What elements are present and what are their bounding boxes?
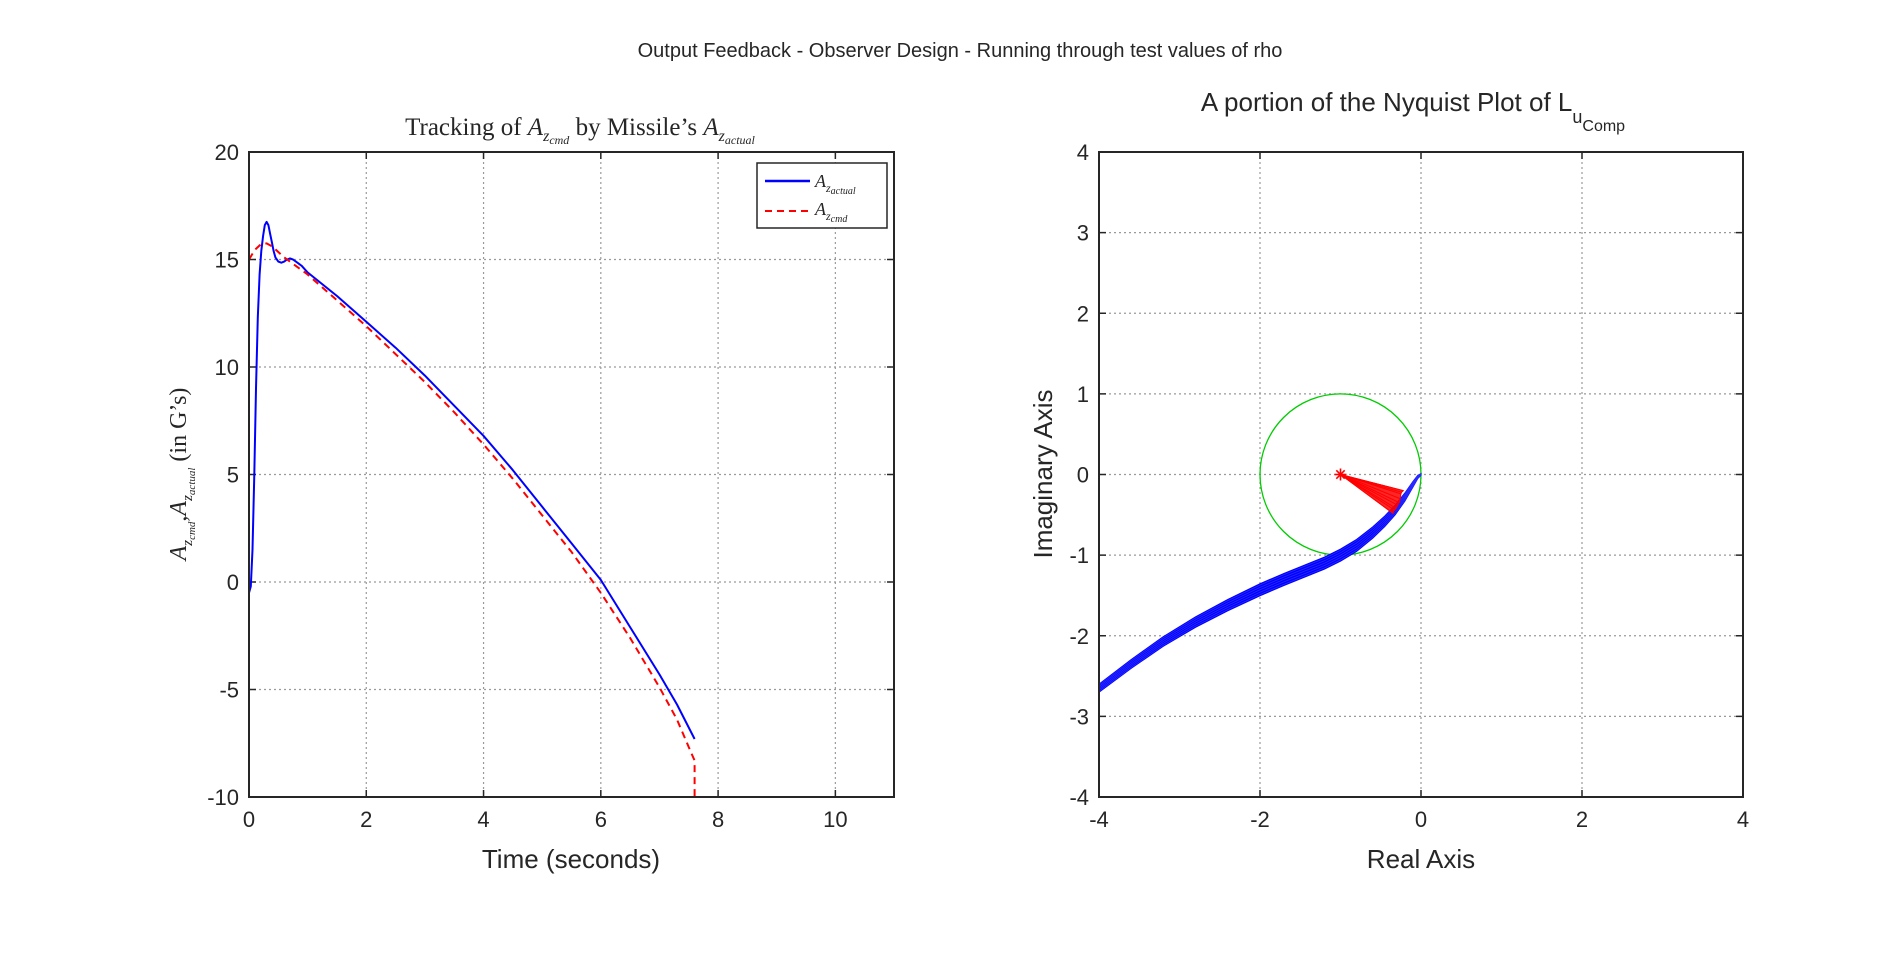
nyquist-curve: [1098, 474, 1422, 689]
left-xtick-label: 10: [823, 807, 847, 832]
right-ytick-label: -1: [1069, 543, 1089, 568]
left-legend: Azactual Azcmd: [756, 162, 888, 229]
legend-actual-label: Azactual: [814, 171, 856, 197]
left-ytick-label: 15: [215, 248, 239, 273]
crossover-line: [1340, 474, 1400, 504]
crossover-line: [1340, 474, 1397, 509]
right-axes-box: [1098, 151, 1744, 798]
left-ytick-label: 20: [215, 140, 239, 165]
left-xtick-label: 6: [595, 807, 607, 832]
left-ytick-label: -5: [219, 678, 239, 703]
right-xtick-label: 4: [1737, 807, 1749, 832]
right-xtick-label: -4: [1089, 807, 1109, 832]
series-az-cmd-line: [248, 242, 696, 797]
left-ytick-label: 10: [215, 355, 239, 380]
nyquist-curve: [1098, 473, 1422, 687]
left-ytick-label: 5: [227, 463, 239, 488]
left-ylabel: Azcmd,Azactual (in G’s): [166, 388, 198, 563]
left-grid: [248, 151, 894, 798]
right-ytick-label: -4: [1069, 785, 1089, 810]
right-chart-title: A portion of the Nyquist Plot of LuComp: [1201, 87, 1625, 135]
nyquist-curve: [1098, 473, 1422, 686]
nyquist-curve: [1098, 474, 1422, 691]
left-axes-box: [248, 151, 895, 798]
critical-point-stroke: [1335, 469, 1346, 480]
right-ytick-label: 1: [1077, 382, 1089, 407]
left-xtick-label: 4: [477, 807, 489, 832]
right-ytick-label: -3: [1069, 704, 1089, 729]
left-xtick-label: 8: [712, 807, 724, 832]
nyquist-curve: [1098, 474, 1422, 692]
left-xlabel: Time (seconds): [482, 844, 660, 874]
left-ytick-label: -10: [207, 785, 239, 810]
right-xtick-label: 0: [1415, 807, 1427, 832]
crossover-line: [1340, 474, 1401, 500]
right-xtick-label: -2: [1250, 807, 1270, 832]
left-series: [248, 220, 696, 797]
right-ytick-label: -2: [1069, 624, 1089, 649]
right-ytick-label: 3: [1077, 221, 1089, 246]
right-ylabel: Imaginary Axis: [1028, 389, 1058, 558]
left-chart-title: Tracking of Azcmd by Missile’s Azactual: [405, 114, 755, 147]
right-chart: A portion of the Nyquist Plot of LuComp …: [1028, 87, 1749, 874]
right-ytick-label: 2: [1077, 301, 1089, 326]
left-ytick-label: 0: [227, 570, 239, 595]
left-xtick-label: 2: [360, 807, 372, 832]
crossover-line: [1340, 474, 1394, 514]
figure-suptitle: Output Feedback - Observer Design - Runn…: [638, 40, 1283, 62]
right-xlabel: Real Axis: [1367, 844, 1475, 874]
critical-point-marker: [1334, 468, 1347, 481]
right-tick-labels: -4 -2 0 2 4 -4 -3 -2 -1 0 1 2 3 4: [1069, 140, 1749, 832]
series-az-actual-line: [248, 220, 696, 740]
legend-box: [756, 162, 888, 229]
left-xtick-label: 0: [243, 807, 255, 832]
left-chart: Tracking of Azcmd by Missile’s Azactual …: [166, 114, 895, 874]
right-series: [1098, 393, 1422, 694]
right-ytick-label: 4: [1077, 140, 1089, 165]
right-ytick-label: 0: [1077, 463, 1089, 488]
legend-cmd-label: Azcmd: [814, 199, 848, 225]
right-xtick-label: 2: [1576, 807, 1588, 832]
crossover-line: [1340, 474, 1404, 492]
left-tick-labels: 0 2 4 6 8 10 -10 -5 0 5 10 15 20: [207, 140, 847, 832]
